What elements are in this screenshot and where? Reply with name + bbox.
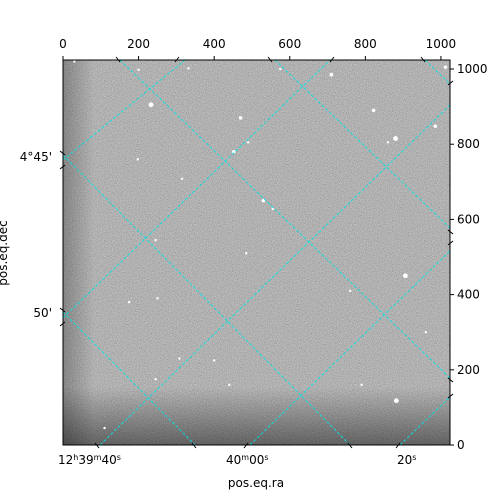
pixel-y-tick-label-4: 800: [457, 137, 480, 151]
pixel-x-tick-label-1: 200: [127, 37, 150, 51]
star-6: [329, 72, 334, 77]
pixel-x-axis-top: 0 200 400 600 800 1000: [59, 37, 456, 60]
star-23: [178, 357, 181, 360]
star-9: [393, 136, 398, 141]
star-20: [349, 289, 352, 293]
star-4: [238, 116, 243, 120]
star-15: [261, 198, 266, 203]
star-26: [228, 383, 231, 387]
star-13: [136, 158, 140, 161]
pixel-x-tick-label-4: 800: [354, 37, 377, 51]
star-12: [246, 141, 250, 144]
star-22: [127, 300, 131, 304]
star-2: [187, 67, 190, 70]
star-sources: [73, 60, 448, 430]
pixel-x-tick-label-2: 400: [203, 37, 226, 51]
plot-frame: [62, 59, 451, 446]
dec-tick-marks: [59, 80, 454, 399]
star-31: [424, 331, 428, 334]
star-18: [245, 252, 248, 255]
pixel-x-tick-label-0: 0: [59, 37, 67, 51]
dec-tick-label-1: 50': [33, 306, 52, 320]
star-16: [271, 207, 274, 211]
pixel-x-tick-label-5: 1000: [426, 37, 457, 51]
star-14: [180, 177, 184, 181]
ra-tick-marks: [94, 56, 426, 449]
pixel-x-tick-label-3: 600: [278, 37, 301, 51]
star-25: [154, 378, 157, 381]
pixel-y-tick-label-2: 400: [457, 288, 480, 302]
star-21: [156, 297, 159, 300]
star-1: [443, 65, 448, 69]
star-7: [371, 108, 376, 113]
pixel-y-axis-right: 0 200 400 600 800 1000: [450, 62, 488, 452]
star-11: [232, 149, 236, 154]
star-5: [279, 67, 282, 71]
sky-image: [63, 60, 450, 445]
star-3: [137, 68, 140, 71]
star-0: [148, 102, 154, 108]
star-10: [433, 124, 438, 128]
star-8: [386, 141, 390, 144]
wcs-coordinate-grid: [63, 60, 450, 445]
y-axis-label: pos.eq.dec: [0, 220, 10, 285]
star-24: [212, 359, 216, 362]
star-19: [403, 273, 408, 279]
ra-tick-label-1: 40m00s: [226, 453, 269, 467]
star-17: [154, 238, 157, 242]
star-29: [103, 426, 106, 430]
pixel-y-tick-label-1: 200: [457, 363, 480, 377]
ra-tick-label-0: 12h39m40s: [58, 453, 121, 467]
x-axis-label: pos.eq.ra: [228, 476, 284, 490]
star-30: [73, 60, 76, 63]
pixel-y-tick-label-3: 600: [457, 212, 480, 226]
dec-tick-label-0: 4°45': [20, 150, 52, 164]
star-27: [360, 383, 363, 387]
pixel-y-tick-label-5: 1000: [457, 62, 488, 76]
ra-tick-label-2: 20s: [397, 453, 416, 467]
pixel-y-tick-label-0: 0: [457, 438, 465, 452]
star-28: [393, 398, 399, 404]
